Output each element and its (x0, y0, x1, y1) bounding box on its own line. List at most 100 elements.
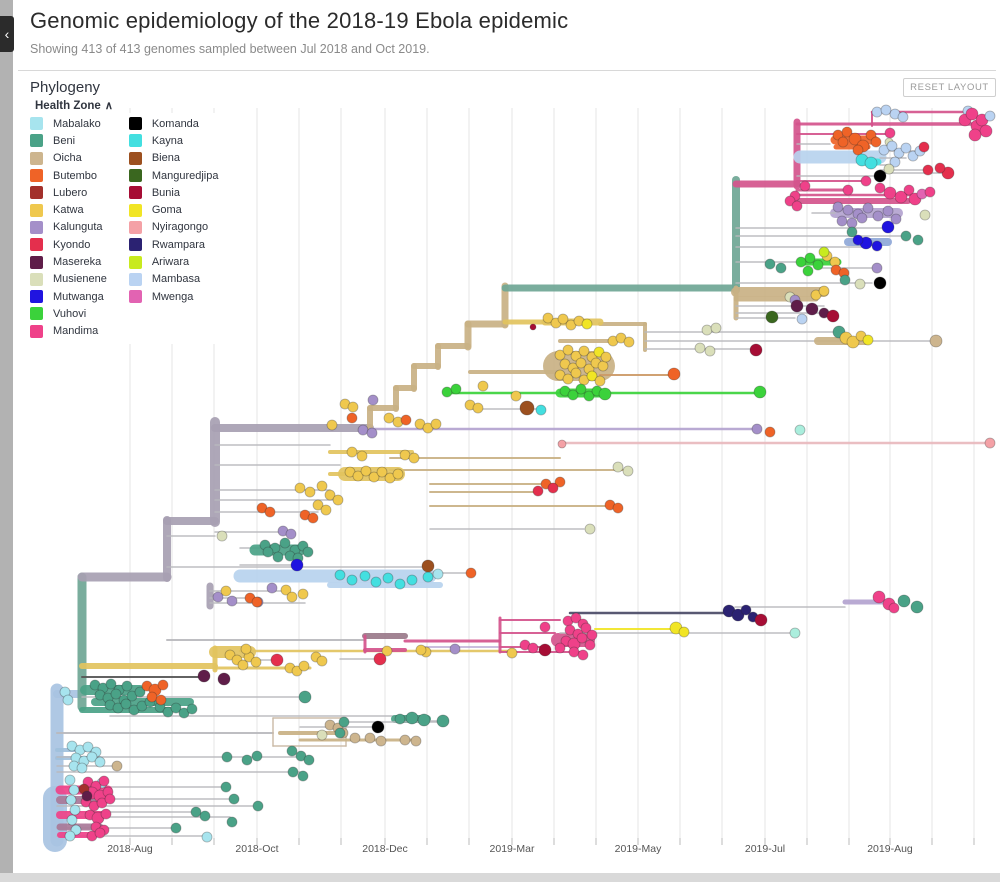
tree-tip-mandima[interactable] (568, 646, 580, 658)
tree-tip-vuhovi[interactable] (598, 387, 612, 401)
tree-tip-butembo[interactable] (852, 144, 864, 156)
legend-header[interactable]: Health Zone ∧ (35, 99, 113, 112)
tree-tip-katwa[interactable] (356, 450, 368, 462)
legend-item-ariwara[interactable]: Ariwara (128, 253, 219, 270)
tree-tip-musienene[interactable] (883, 163, 895, 175)
tree-tip-butembo[interactable] (307, 512, 319, 524)
tree-tip-kayna[interactable] (382, 572, 394, 584)
tree-tip-vuhovi[interactable] (450, 383, 462, 395)
legend-item-butembo[interactable]: Butembo (30, 167, 107, 184)
tree-tip-katwa[interactable] (368, 471, 380, 483)
tree-tip-kayna[interactable] (864, 156, 878, 170)
tree-tip-katwa[interactable] (399, 449, 411, 461)
tree-tip-kayna[interactable] (422, 571, 434, 583)
tree-tip-mandima[interactable] (539, 621, 551, 633)
tree-tip-mambasa[interactable] (871, 106, 883, 118)
tree-tip-katwa[interactable] (510, 390, 522, 402)
tree-tip-katwa[interactable] (578, 345, 590, 357)
tree-tip-beni[interactable] (764, 258, 776, 270)
tree-tip-mutwanga[interactable] (852, 234, 864, 246)
tree-tip-kyondo[interactable] (922, 164, 934, 176)
sidebar-toggle-button[interactable]: ‹ (0, 16, 14, 52)
tree-tip-masereka[interactable] (790, 299, 804, 313)
tree-tip-mandima[interactable] (968, 128, 982, 142)
tree-tip-kalunguta[interactable] (846, 217, 858, 229)
legend-item-rwampara[interactable]: Rwampara (128, 236, 219, 253)
legend-item-mutwanga[interactable]: Mutwanga (30, 288, 107, 305)
tree-tip-oicha[interactable] (929, 334, 943, 348)
tree-tip-vuhovi[interactable] (575, 383, 587, 395)
tree-tip-beni[interactable] (186, 703, 198, 715)
tree-tip-beni[interactable] (220, 781, 232, 793)
tree-tip-katwa[interactable] (506, 647, 518, 659)
tree-tip-masereka[interactable] (197, 669, 211, 683)
tree-tip-butembo[interactable] (612, 502, 624, 514)
tree-tip-musienene[interactable] (701, 324, 713, 336)
tree-tip-mabalako[interactable] (86, 751, 98, 763)
tree-tip-katwa[interactable] (562, 344, 574, 356)
tree-tip-mandima[interactable] (965, 107, 979, 121)
tree-tip-oicha[interactable] (111, 760, 123, 772)
tree-tip-nyiragongo[interactable] (557, 439, 567, 449)
tree-tip-beni[interactable] (190, 806, 202, 818)
tree-tip-bunia[interactable] (538, 643, 552, 657)
tree-tip-kalunguta[interactable] (357, 424, 369, 436)
tree-tip-ariwara[interactable] (818, 246, 830, 258)
tree-tip-goma[interactable] (862, 334, 874, 346)
tree-tip-mabalako[interactable] (62, 694, 74, 706)
tree-tip-kyondo[interactable] (941, 166, 955, 180)
tree-tip-beni[interactable] (900, 230, 912, 242)
tree-tip-kayna[interactable] (346, 574, 358, 586)
tree-tip-mandima[interactable] (888, 602, 900, 614)
tree-tip-musienene[interactable] (710, 322, 722, 334)
tree-tip-kyondo[interactable] (373, 652, 387, 666)
tree-tip-butembo[interactable] (264, 506, 276, 518)
tree-tip-goma[interactable] (581, 318, 593, 330)
tree-tip-mabalako[interactable] (64, 830, 76, 842)
tree-tip-mandima[interactable] (784, 195, 796, 207)
tree-tip-mabalako[interactable] (68, 784, 80, 796)
tree-tip-oicha[interactable] (410, 735, 422, 747)
tree-tip-masereka[interactable] (81, 790, 93, 802)
tree-tip-mandima[interactable] (580, 622, 592, 634)
tree-tip-manguredjipa[interactable] (765, 310, 779, 324)
tree-tip-beni[interactable] (199, 810, 211, 822)
tree-tip-kalunguta[interactable] (751, 423, 763, 435)
tree-tip-oicha[interactable] (349, 732, 361, 744)
tree-tip-beni[interactable] (394, 713, 406, 725)
tree-tip-katwa[interactable] (376, 466, 388, 478)
tree-tip-katwa[interactable] (224, 649, 236, 661)
tree-tip-mandima[interactable] (100, 808, 112, 820)
tree-tip-katwa[interactable] (280, 584, 292, 596)
tree-tip-beni[interactable] (297, 770, 309, 782)
tree-tip-mandima[interactable] (791, 200, 803, 212)
tree-tip-katwa[interactable] (347, 401, 359, 413)
tree-tip-katwa[interactable] (472, 402, 484, 414)
tree-tip-katwa[interactable] (316, 480, 328, 492)
tree-tip-kyondo[interactable] (532, 485, 544, 497)
tree-tip-katwa[interactable] (240, 643, 252, 655)
tree-tip-katwa[interactable] (291, 665, 303, 677)
tree-tip-kalunguta[interactable] (212, 591, 224, 603)
tree-tip-kalunguta[interactable] (226, 595, 238, 607)
tree-tip-butembo[interactable] (870, 136, 882, 148)
tree-tip-rwampara[interactable] (740, 604, 752, 616)
tree-tip-nyiragongo[interactable] (984, 437, 996, 449)
tree-tip-musienene[interactable] (854, 278, 866, 290)
legend-item-kalunguta[interactable]: Kalunguta (30, 219, 107, 236)
legend-item-beni[interactable]: Beni (30, 132, 107, 149)
tree-tip-kyondo[interactable] (934, 162, 946, 174)
tree-tip-katwa[interactable] (597, 360, 609, 372)
tree-tip-beni[interactable] (279, 537, 291, 549)
tree-tip-vuhovi[interactable] (802, 265, 814, 277)
tree-tip-beni[interactable] (846, 226, 858, 238)
tree-tip-butembo[interactable] (667, 367, 681, 381)
tree-tip-katwa[interactable] (320, 504, 332, 516)
tree-tip-vuhovi[interactable] (567, 389, 579, 401)
tree-tip-kalunguta[interactable] (890, 213, 902, 225)
legend-item-komanda[interactable]: Komanda (128, 115, 219, 132)
tree-tip-katwa[interactable] (297, 588, 309, 600)
tree-tip-mabalako[interactable] (432, 568, 444, 580)
tree-tip-kayna[interactable] (334, 569, 346, 581)
tree-tip-mambasa[interactable] (897, 111, 909, 123)
